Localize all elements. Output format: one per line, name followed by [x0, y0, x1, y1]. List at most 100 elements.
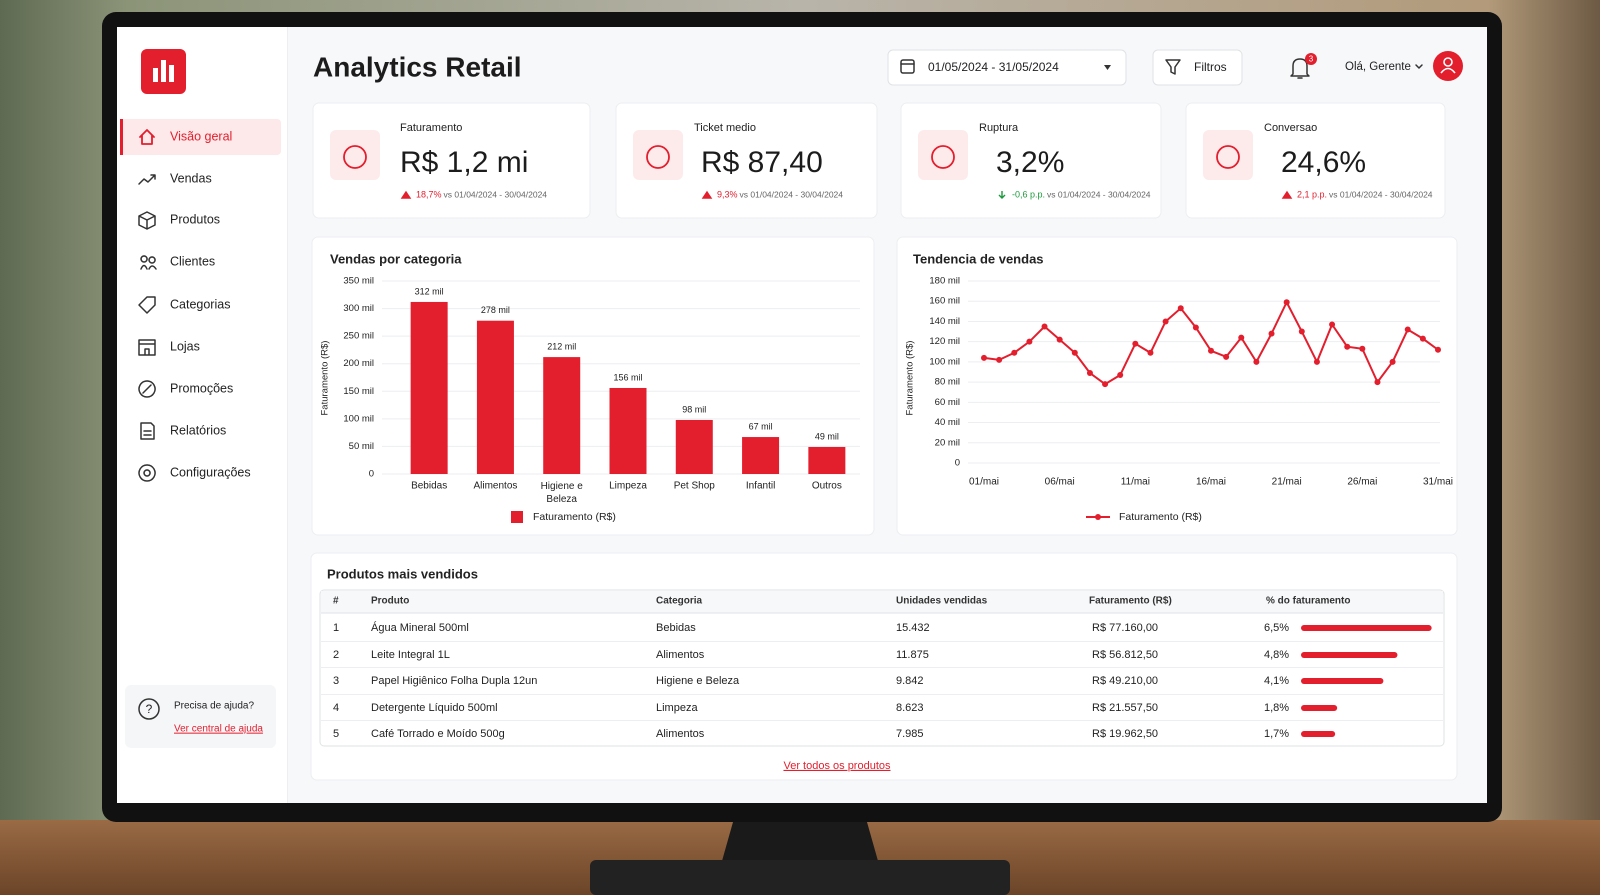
line-point: [1117, 372, 1124, 379]
table-cell: 11.875: [896, 649, 929, 661]
line-point: [1056, 336, 1063, 343]
share-bar: [1301, 652, 1398, 658]
date-picker[interactable]: [887, 49, 1127, 86]
share-label: 1,7%: [1264, 728, 1289, 740]
table-link[interactable]: Ver todos os produtos: [783, 760, 891, 772]
help-box: [125, 685, 276, 748]
table-cell: Alimentos: [656, 728, 705, 740]
kpi-trend-arrow: [998, 191, 1006, 199]
bar: [742, 437, 780, 474]
nav-item[interactable]: Visão geral: [170, 129, 232, 143]
active-nav-bg: [120, 119, 281, 155]
kpi-value: 3,2%: [996, 146, 1064, 179]
line-point: [1298, 328, 1305, 335]
x-tick-label: 26/mai: [1347, 477, 1377, 488]
kpi-change: 2,1 p.p.: [1297, 189, 1327, 199]
table-cell: Café Torrado e Moído 500g: [371, 728, 505, 740]
kpi-icon-bg: [633, 130, 683, 180]
filter-button[interactable]: [1152, 49, 1243, 86]
kpi-value: R$ 1,2 mi: [400, 146, 528, 179]
line-point: [1389, 358, 1396, 365]
bell-icon[interactable]: [1290, 58, 1310, 79]
line-point: [1102, 381, 1109, 388]
x-tick-label: Alimentos: [473, 481, 517, 492]
nav-item[interactable]: Clientes: [170, 254, 215, 268]
bar-panel: [311, 236, 875, 536]
nav-item[interactable]: Vendas: [170, 171, 212, 185]
help-icon: [138, 698, 160, 720]
line-point: [1147, 349, 1154, 356]
bar-value-label: 212 mil: [547, 341, 576, 351]
bar: [675, 419, 713, 474]
y-tick-label: 250 mil: [343, 331, 374, 342]
x-tick-label: Infantil: [746, 481, 775, 492]
bar-value-label: 67 mil: [749, 421, 773, 431]
line-point: [1419, 335, 1426, 342]
kpi-icon: [1216, 145, 1240, 169]
y-tick-label: 0: [369, 469, 374, 480]
bar-value-label: 278 mil: [481, 305, 510, 315]
kpi-change: 18,7%: [416, 189, 442, 199]
chart-title: Vendas por categoria: [330, 251, 462, 266]
line-point: [1238, 334, 1245, 341]
table-header: Faturamento (R$): [1089, 596, 1172, 607]
line-point: [1359, 345, 1366, 352]
bar-value-label: 156 mil: [613, 372, 642, 382]
table-cell: R$ 56.812,50: [1092, 649, 1158, 661]
table-cell: Bebidas: [656, 622, 696, 634]
nav-icon: [138, 380, 156, 398]
share-bar: [1301, 705, 1338, 711]
y-tick-label: 20 mil: [935, 437, 960, 448]
nav-item[interactable]: Lojas: [170, 339, 200, 353]
table-cell: 4: [333, 702, 339, 714]
legend-label: Faturamento (R$): [1119, 511, 1202, 523]
monitor-base: [590, 860, 1010, 895]
nav-item[interactable]: Categorias: [170, 297, 230, 311]
kpi-label: Ticket medio: [694, 122, 756, 134]
nav-icon: [138, 211, 156, 230]
kpi-comparison: vs 01/04/2024 - 30/04/2024: [1047, 189, 1151, 199]
calendar-icon: [900, 59, 915, 74]
line-point: [1374, 379, 1381, 386]
nav-icon: [140, 255, 157, 270]
y-tick-label: 40 mil: [935, 417, 960, 428]
avatar-icon: [1440, 57, 1456, 74]
nav-icon: [138, 464, 156, 482]
nav-item[interactable]: Promoções: [170, 381, 233, 395]
kpi-icon: [343, 145, 367, 169]
chart-title: Tendencia de vendas: [913, 251, 1044, 266]
kpi-trend-arrow: [701, 190, 713, 199]
y-tick-label: 160 mil: [929, 296, 960, 307]
table-header-bg: [321, 591, 1443, 613]
line-point: [996, 356, 1003, 363]
kpi-icon-bg: [918, 130, 968, 180]
kpi-trend-arrow: [400, 190, 412, 199]
line-point: [1313, 358, 1320, 365]
table-header: % do faturamento: [1266, 596, 1350, 607]
line-point: [1208, 347, 1214, 354]
nav-item[interactable]: Produtos: [170, 212, 220, 226]
bar-value-label: 49 mil: [815, 431, 839, 441]
table-header: Produto: [371, 596, 409, 607]
line-point: [1253, 358, 1260, 365]
y-tick-label: 300 mil: [343, 303, 374, 314]
share-bar: [1301, 625, 1432, 631]
table-cell: 3: [333, 675, 339, 687]
y-axis-label: Faturamento (R$): [320, 341, 331, 416]
line-point: [1268, 330, 1275, 337]
nav-item[interactable]: Relatórios: [170, 423, 226, 437]
logo: [141, 49, 186, 94]
share-label: 6,5%: [1264, 622, 1289, 634]
y-tick-label: 50 mil: [349, 441, 374, 452]
table-cell: 5: [333, 728, 339, 740]
kpi-value: 24,6%: [1281, 146, 1366, 179]
legend-label: Faturamento (R$): [533, 511, 616, 523]
help-link[interactable]: Ver central de ajuda: [174, 724, 263, 735]
nav-item[interactable]: Configurações: [170, 465, 251, 479]
y-tick-label: 120 mil: [929, 336, 960, 347]
user-greeting[interactable]: Olá, Gerente: [1345, 61, 1411, 73]
bar: [410, 301, 448, 474]
table-cell: 2: [333, 649, 339, 661]
x-tick-label: Limpeza: [609, 481, 647, 492]
kpi-label: Conversao: [1264, 122, 1317, 134]
